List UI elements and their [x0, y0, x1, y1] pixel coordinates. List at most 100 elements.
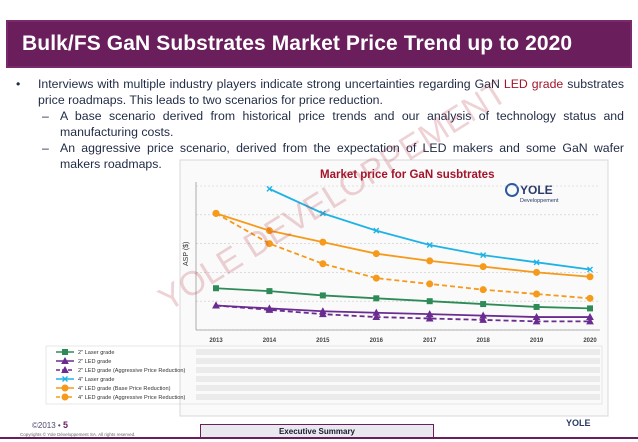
data-point: [265, 240, 273, 248]
data-point: [480, 252, 487, 259]
series-line: [215, 304, 590, 318]
data-point: [319, 238, 327, 246]
x-tick-label: 2014: [263, 338, 277, 344]
copyright: Copyrights © Yole Développement SA. All …: [20, 432, 136, 437]
data-point: [533, 259, 540, 266]
legend-value-row: [196, 349, 600, 355]
legend-label: 4" Laser grade: [78, 377, 115, 383]
legend-item: 2" LED grade (Aggressive Price Reduction…: [56, 365, 600, 374]
x-tick-label: 2016: [370, 338, 384, 344]
y-axis-label: ASP ($): [183, 242, 190, 266]
data-point: [372, 274, 380, 282]
data-point: [212, 209, 220, 217]
data-point: [373, 295, 380, 302]
data-point: [586, 317, 594, 325]
data-point: [426, 242, 433, 249]
footer-logo: YOLE: [566, 418, 591, 428]
series-line: [215, 212, 591, 300]
x-tick-label: 2013: [209, 338, 223, 344]
data-point: [586, 273, 594, 281]
x-tick-label: 2019: [530, 338, 544, 344]
data-point: [533, 290, 541, 298]
legend-table-frame: [45, 345, 603, 405]
series-line: [215, 212, 591, 278]
legend-item: 2" LED grade: [56, 356, 600, 365]
data-point: [319, 292, 326, 299]
sub-bullet-aggressive: – An aggressive price scenario, derived f…: [16, 140, 624, 172]
data-point: [265, 305, 274, 313]
data-point: [319, 260, 327, 268]
legend-item: 4" Laser grade: [56, 376, 600, 383]
logo-icon: [505, 183, 519, 197]
series-4: [212, 209, 594, 281]
dash-marker: –: [42, 141, 49, 155]
page-title: Bulk/FS GaN Substrates Market Price Tren…: [22, 32, 573, 55]
page-number: 5: [62, 420, 68, 430]
data-point: [372, 250, 380, 258]
legend-label: 4" LED grade (Aggressive Price Reduction…: [78, 395, 186, 401]
bullet-main-text-start: Interviews with multiple industry player…: [38, 77, 504, 91]
data-point: [319, 210, 326, 217]
x-tick-label: 2015: [316, 338, 330, 344]
bullet-list: • Interviews with multiple industry playe…: [16, 76, 624, 172]
data-point: [587, 266, 593, 273]
legend-value-row: [196, 358, 600, 364]
chart-logo: YOLE Developpement: [505, 183, 559, 204]
legend-value-row: [196, 385, 600, 391]
series-1: [212, 301, 594, 321]
legend-item: 4" LED grade (Base Price Reduction): [56, 384, 600, 392]
data-point: [533, 268, 541, 276]
series-5: [212, 209, 594, 302]
data-point: [266, 288, 273, 295]
legend-label: 2" LED grade (Aggressive Price Reduction…: [78, 368, 186, 374]
legend-item: 4" LED grade (Aggressive Price Reduction…: [56, 393, 600, 401]
bullet-main: • Interviews with multiple industry playe…: [16, 76, 624, 108]
data-point: [533, 303, 540, 310]
legend-value-row: [196, 376, 600, 382]
footer-year-text: ©2013 •: [32, 421, 61, 430]
x-tick-label: 2018: [476, 338, 490, 344]
data-point: [587, 305, 593, 312]
data-point: [212, 301, 220, 309]
data-point: [61, 393, 69, 401]
data-point: [319, 310, 327, 318]
data-point: [426, 257, 434, 265]
footer-year: ©2013 • 5: [32, 420, 68, 430]
bullet-main-highlight: LED grade: [503, 77, 564, 91]
section-tab: Executive Summary: [200, 424, 434, 438]
chart-frame: [179, 159, 609, 417]
series-line: [215, 287, 591, 310]
data-point: [266, 185, 273, 192]
series-2: [212, 301, 594, 325]
sub-bullet-text: A base scenario derived from historical …: [60, 109, 624, 139]
data-point: [62, 349, 68, 355]
data-point: [61, 384, 69, 392]
series-line: [215, 304, 590, 323]
x-tick-label: 2020: [583, 338, 597, 344]
legend-value-row: [196, 367, 600, 373]
data-point: [425, 314, 434, 322]
x-tick-label: 2017: [423, 338, 437, 344]
data-point: [372, 312, 381, 321]
data-point: [480, 301, 487, 308]
data-point: [479, 315, 487, 323]
title-bar: Bulk/FS GaN Substrates Market Price Tren…: [6, 20, 632, 68]
bullet-marker: •: [16, 77, 21, 91]
data-point: [532, 317, 541, 325]
data-point: [426, 298, 433, 305]
data-point: [479, 286, 487, 294]
sub-bullet-text: An aggressive price scenario, derived fr…: [60, 141, 624, 171]
footer-divider: [0, 437, 638, 439]
data-point: [586, 294, 594, 302]
legend-label: 4" LED grade (Base Price Reduction): [78, 386, 171, 392]
logo-text: YOLE: [520, 183, 553, 197]
chart-title: Market price for GaN susbtrates: [320, 169, 494, 181]
data-point: [373, 227, 380, 234]
series-3: [266, 185, 593, 273]
sub-bullet-base: – A base scenario derived from historical…: [16, 108, 624, 140]
bullet-main-text-end: substrates price roadmaps. This leads to…: [38, 77, 624, 107]
data-point: [61, 356, 69, 364]
legend-label: 2" LED grade: [78, 359, 111, 365]
legend-label: 2" Laser grade: [78, 350, 115, 356]
data-point: [61, 365, 69, 373]
